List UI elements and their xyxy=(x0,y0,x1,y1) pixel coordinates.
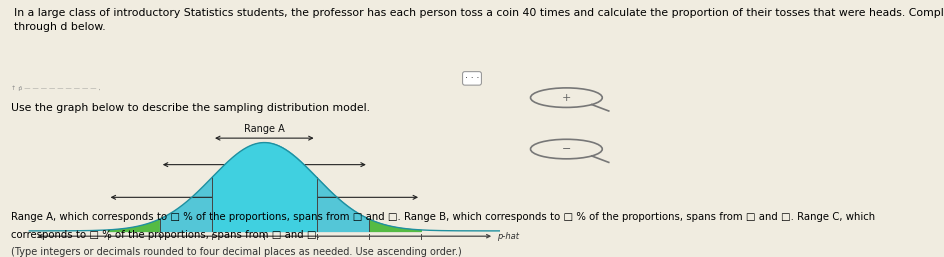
Text: −: − xyxy=(562,144,571,154)
Text: · · ·: · · · xyxy=(464,74,480,83)
Text: ↑ p̂ — — — — — — — — — ,: ↑ p̂ — — — — — — — — — , xyxy=(11,86,101,91)
Text: Range C: Range C xyxy=(244,184,285,194)
Text: (Type integers or decimals rounded to four decimal places as needed. Use ascendi: (Type integers or decimals rounded to fo… xyxy=(11,247,462,257)
Text: Range B: Range B xyxy=(244,151,285,161)
Text: In a large class of introductory Statistics students, the professor has each per: In a large class of introductory Statist… xyxy=(14,8,944,32)
Text: Use the graph below to describe the sampling distribution model.: Use the graph below to describe the samp… xyxy=(11,103,370,113)
Text: p-hat: p-hat xyxy=(497,232,519,241)
Text: Range A, which corresponds to □ % of the proportions, spans from □ and □. Range : Range A, which corresponds to □ % of the… xyxy=(11,212,875,222)
Text: Range A: Range A xyxy=(244,124,285,134)
Text: +: + xyxy=(562,93,571,103)
Text: corresponds to □ % of the proportions, spans from □ and □.: corresponds to □ % of the proportions, s… xyxy=(11,230,320,240)
